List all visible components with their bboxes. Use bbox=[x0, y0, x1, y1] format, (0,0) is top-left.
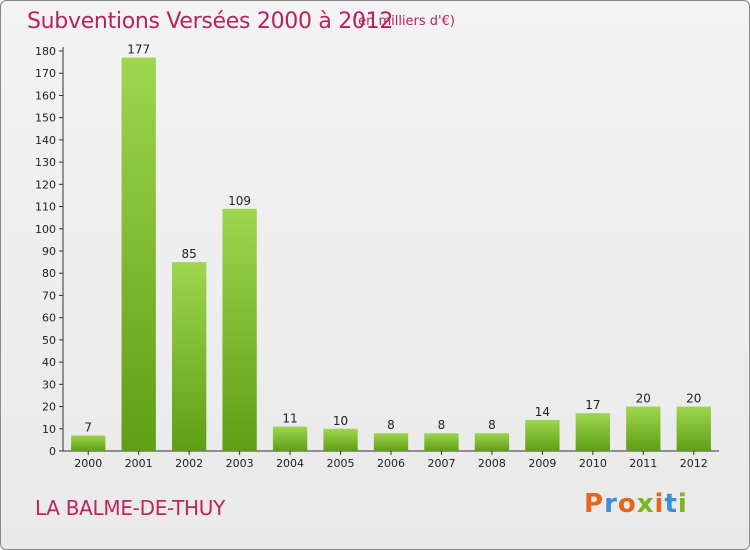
value-label-2008: 8 bbox=[488, 418, 496, 432]
bar-2002 bbox=[171, 262, 207, 451]
y-tick-label: 50 bbox=[42, 334, 56, 347]
y-tick-label: 100 bbox=[35, 223, 56, 236]
bar-2006 bbox=[373, 433, 409, 451]
value-label-2000: 7 bbox=[84, 420, 92, 434]
value-label-2006: 8 bbox=[387, 418, 395, 432]
bar-2010 bbox=[575, 413, 611, 451]
x-tick-label-2003: 2003 bbox=[226, 457, 254, 470]
bar-2001 bbox=[121, 57, 156, 452]
x-tick-label-2006: 2006 bbox=[377, 457, 405, 470]
x-tick-label-2002: 2002 bbox=[175, 457, 203, 470]
bar-2008 bbox=[474, 433, 510, 451]
x-tick-label-2007: 2007 bbox=[427, 457, 455, 470]
y-axis: 0 10 20 30 40 50 60 70 80 90 100 110 120 130 140 150 160… bbox=[35, 45, 64, 458]
value-label-2001: 177 bbox=[127, 43, 150, 57]
value-label-2011: 20 bbox=[636, 392, 651, 406]
y-tick-label: 70 bbox=[42, 289, 56, 302]
logo-letter: t bbox=[664, 489, 678, 519]
bar-2004 bbox=[272, 426, 308, 451]
y-tick-label: 0 bbox=[49, 445, 56, 458]
logo-letter: o bbox=[617, 489, 637, 519]
x-tick-label-2011: 2011 bbox=[629, 457, 657, 470]
bar-2009 bbox=[525, 419, 560, 451]
value-label-2002: 85 bbox=[182, 247, 197, 261]
logo-letter: i bbox=[654, 489, 665, 519]
y-tick-label: 170 bbox=[35, 67, 56, 80]
proxiti-logo[interactable]: Proxiti bbox=[584, 489, 688, 519]
y-tick-label: 80 bbox=[42, 267, 56, 280]
x-tick-label-2010: 2010 bbox=[579, 457, 607, 470]
chart-unit-note: (en milliers d'€) bbox=[353, 14, 455, 29]
x-tick-label-2004: 2004 bbox=[276, 457, 304, 470]
x-tick-label-2008: 2008 bbox=[478, 457, 506, 470]
y-tick-label: 180 bbox=[35, 45, 56, 58]
commune-name: LA BALME-DE-THUY bbox=[35, 496, 226, 520]
y-tick-label: 40 bbox=[42, 356, 56, 369]
logo-letter: P bbox=[584, 489, 605, 519]
logo-letter: i bbox=[677, 489, 688, 519]
chart-title: Subventions Versées 2000 à 2012 bbox=[27, 9, 394, 34]
y-tick-label: 160 bbox=[35, 89, 56, 102]
y-tick-label: 150 bbox=[35, 112, 56, 125]
y-tick-label: 10 bbox=[42, 423, 56, 436]
bar-2000 bbox=[71, 435, 106, 451]
value-label-2003: 109 bbox=[228, 194, 251, 208]
y-tick-label: 120 bbox=[35, 178, 56, 191]
y-tick-label: 140 bbox=[35, 134, 56, 147]
bar-2005 bbox=[323, 428, 358, 451]
value-label-2005: 10 bbox=[333, 414, 348, 428]
bar-2011 bbox=[626, 406, 661, 451]
logo-letter: x bbox=[636, 489, 655, 519]
value-label-2010: 17 bbox=[585, 398, 600, 412]
x-tick-label-2000: 2000 bbox=[74, 457, 102, 470]
bar-2012 bbox=[676, 406, 711, 451]
value-label-2009: 14 bbox=[535, 405, 550, 419]
bar-2003 bbox=[222, 208, 257, 451]
bar-2007 bbox=[424, 433, 459, 451]
x-tick-label-2012: 2012 bbox=[680, 457, 708, 470]
y-tick-label: 20 bbox=[42, 401, 56, 414]
y-tick-label: 130 bbox=[35, 156, 56, 169]
y-tick-label: 30 bbox=[42, 378, 56, 391]
value-label-2004: 11 bbox=[282, 412, 297, 426]
y-tick-label: 60 bbox=[42, 312, 56, 325]
x-axis: 2000 2001 2002 2003 2004 2005 2006 2007 2008 2009… bbox=[63, 450, 719, 470]
x-tick-label-2001: 2001 bbox=[125, 457, 153, 470]
x-tick-label-2009: 2009 bbox=[528, 457, 556, 470]
y-tick-label: 90 bbox=[42, 245, 56, 258]
value-label-2012: 20 bbox=[686, 392, 701, 406]
x-tick-label-2005: 2005 bbox=[327, 457, 355, 470]
y-tick-label: 110 bbox=[35, 201, 56, 214]
bars: 7 177 85 109 11 10 8 8 8 14 17 20 20 bbox=[71, 43, 711, 452]
logo-letter: r bbox=[604, 489, 618, 519]
value-label-2007: 8 bbox=[438, 418, 446, 432]
